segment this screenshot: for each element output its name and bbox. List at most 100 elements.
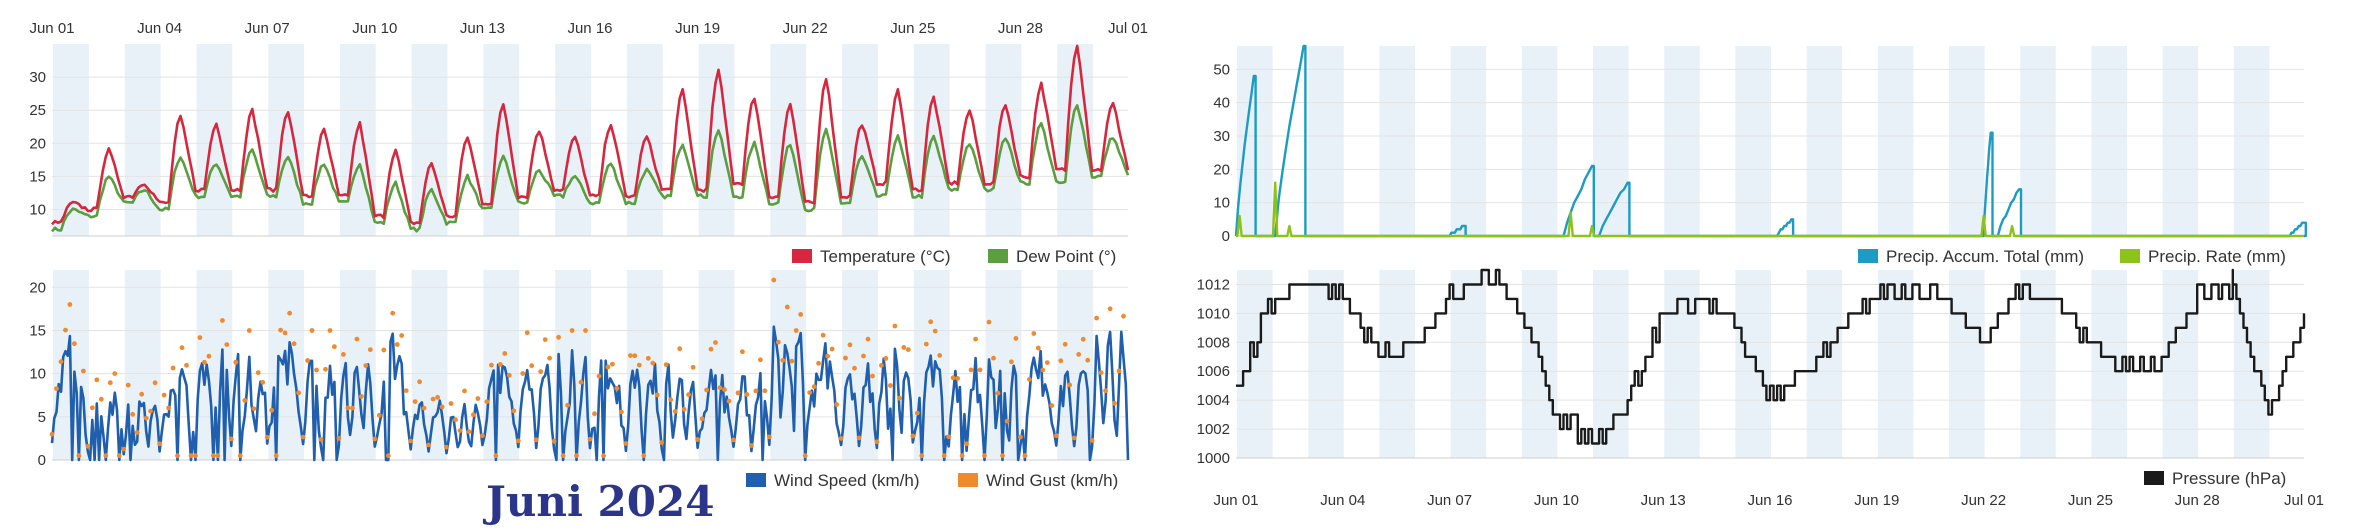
temperature-line: [51, 44, 1130, 226]
wind-gust-point: [466, 429, 472, 435]
wind-gust-point: [982, 453, 987, 459]
bottom-x-tick-label: Jun 10: [1534, 492, 1579, 509]
wind-gust-point: [919, 453, 925, 459]
wind-gust-point: [390, 310, 396, 316]
wind-gust-point: [722, 387, 727, 392]
wind-gust-point: [139, 391, 145, 397]
pressure-day-band: [2020, 270, 2056, 458]
wind-day-band: [124, 270, 161, 460]
wind-gust-point: [1067, 382, 1073, 388]
wind-gust-point: [408, 438, 414, 444]
wind-gust-point: [1022, 453, 1028, 459]
wind-gust-point: [766, 434, 772, 440]
wind-gust-point: [623, 441, 629, 446]
precip-total-legend-swatch: [1858, 249, 1878, 263]
wind-speed-line: [50, 325, 1130, 462]
wind-gust-point: [484, 399, 490, 405]
wind-gust-point: [749, 443, 754, 448]
top-x-tick-label: Jun 28: [998, 20, 1043, 37]
temperature-y-tick-label: 25: [29, 102, 46, 119]
wind-gust-point: [991, 355, 996, 361]
wind-gust-point: [72, 341, 77, 347]
wind-y-tick-label: 20: [29, 279, 46, 296]
wind-gust-point: [654, 392, 660, 398]
wind-gust-point: [879, 363, 884, 368]
wind-gust-point: [897, 395, 902, 401]
temperature-day-band: [1057, 44, 1094, 236]
wind-gust-point: [291, 341, 297, 347]
wind-gust-point: [542, 337, 548, 342]
wind-gust-point: [565, 402, 570, 408]
wind-gust-point: [354, 336, 360, 342]
wind-gust-point: [1062, 341, 1068, 347]
wind-gust-point: [704, 387, 709, 393]
wind-gust-point: [193, 453, 198, 459]
bottom-x-tick-label: Jun 16: [1747, 492, 1792, 509]
wind-gust-point: [1094, 315, 1099, 321]
wind-gust-point: [735, 390, 741, 396]
temperature-day-band: [196, 44, 233, 236]
wind-gust-point: [246, 328, 252, 333]
precipitation-day-band: [1806, 46, 1843, 236]
wind-gust-point: [708, 346, 714, 352]
wind-gust-point: [412, 399, 418, 404]
wind-gust-point: [959, 453, 965, 459]
wind-gust-point: [260, 379, 266, 385]
wind-gust-point: [341, 352, 346, 357]
wind-gust-point: [843, 355, 848, 361]
top-x-tick-label: Jun 07: [245, 20, 290, 37]
bottom-x-tick-label: Jun 01: [1213, 492, 1258, 509]
wind-gust-point: [1000, 453, 1005, 459]
wind-gust-point: [103, 453, 109, 459]
wind-gust-point: [157, 441, 163, 447]
wind-gust-point: [681, 406, 687, 412]
wind-gust-point: [305, 358, 310, 363]
precip-rate-legend-label: Precip. Rate (mm): [2148, 247, 2286, 266]
wind-gust-point: [166, 405, 172, 411]
wind-gust-point: [125, 382, 131, 388]
wind-gust-point: [67, 302, 73, 307]
pressure-legend-swatch: [2144, 471, 2164, 485]
bottom-x-tick-label: Jul 01: [2284, 492, 2324, 509]
wind-gust-point: [914, 410, 920, 416]
wind-gust-point: [865, 336, 871, 342]
wind-legend: Wind Speed (km/h) Wind Gust (km/h): [746, 471, 1118, 490]
wind-gust-point: [717, 385, 723, 391]
pressure-legend-label: Pressure (hPa): [2172, 469, 2286, 488]
wind-gust-point: [605, 364, 611, 370]
wind-gust-point: [789, 358, 795, 364]
wind-gust-point: [758, 357, 763, 363]
pressure-day-band: [1379, 270, 1415, 458]
pressure-day-band: [1593, 270, 1629, 458]
wind-gust-point: [367, 347, 373, 352]
pressure-day-band: [1735, 270, 1771, 458]
dew-point-legend-label: Dew Point (°): [1016, 247, 1116, 266]
wind-gust-point: [574, 453, 579, 459]
wind-gust-point: [592, 411, 597, 417]
wind-gust-point: [861, 353, 866, 359]
temperature-legend-label: Temperature (°C): [820, 247, 951, 266]
wind-gust-point: [668, 397, 674, 403]
wind-gust-point: [112, 371, 118, 376]
wind-gust-point: [94, 377, 100, 383]
wind-gust-point: [148, 408, 154, 414]
wind-gust-point: [448, 401, 454, 406]
wind-gust-point: [49, 431, 55, 437]
wind-gust-point: [430, 396, 436, 402]
wind-gust-point: [480, 433, 485, 439]
wind-gust-point: [937, 353, 943, 358]
wind-gust-point: [255, 370, 261, 376]
wind-gust-point: [650, 360, 656, 366]
precipitation-day-band: [1379, 46, 1415, 236]
wind-gust-point: [98, 396, 104, 402]
pressure-day-band: [1949, 270, 1985, 458]
wind-gust-point: [852, 365, 857, 371]
wind-gust-point: [811, 384, 817, 389]
wind-gust-point: [690, 364, 696, 370]
temperature-legend-swatch: [792, 249, 812, 263]
wind-gust-point: [264, 434, 270, 440]
wind-gust-point: [1085, 357, 1091, 363]
wind-gust-point: [197, 335, 203, 340]
wind-gust-point: [134, 430, 140, 435]
